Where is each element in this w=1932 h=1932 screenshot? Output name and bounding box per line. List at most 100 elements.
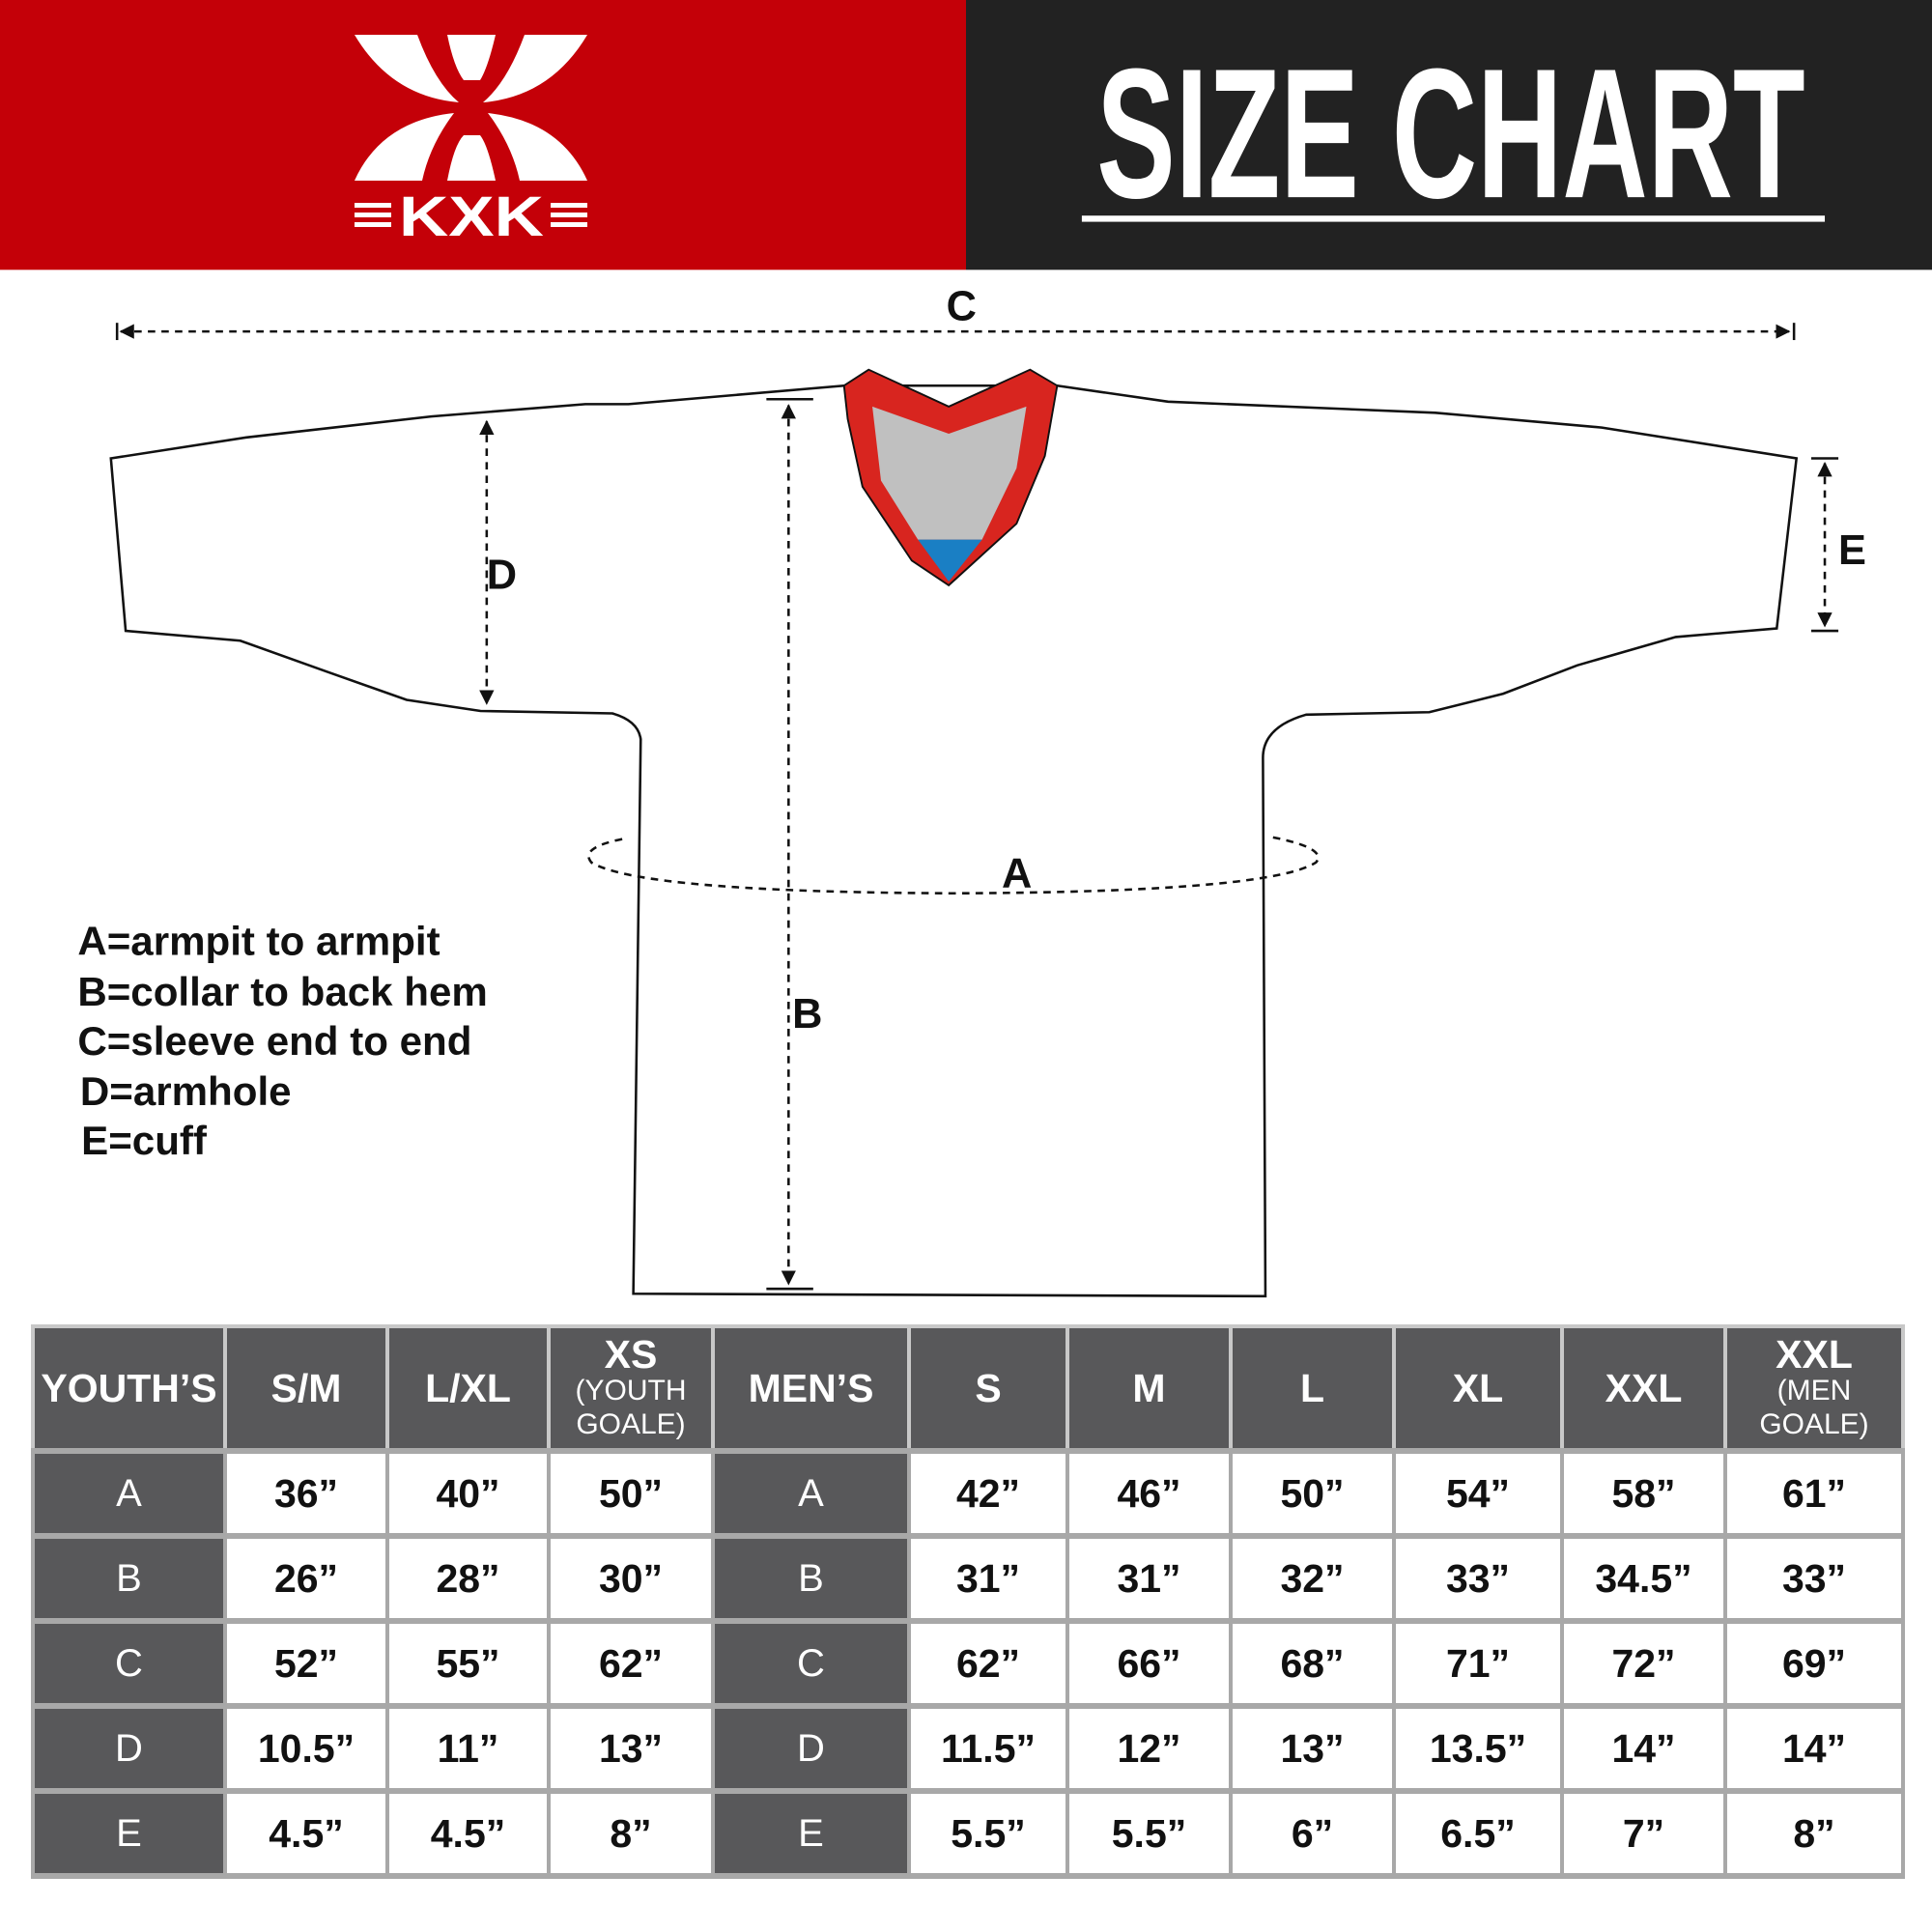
- column-header-label: L/XL: [425, 1365, 511, 1410]
- men-size-value: 8”: [1723, 1788, 1905, 1879]
- column-header-note: (YOUTH GOALE): [575, 1375, 687, 1440]
- men-size-value: 54”: [1392, 1448, 1564, 1539]
- column-header-note: (MEN GOALE): [1759, 1375, 1869, 1440]
- men-size-value: 33”: [1392, 1533, 1564, 1624]
- column-header: YOUTH’S: [31, 1324, 227, 1453]
- column-header: M: [1065, 1324, 1233, 1453]
- youth-size-value: 62”: [547, 1618, 715, 1709]
- page-title: SIZE CHART: [1096, 30, 1804, 237]
- youth-size-value: 4.5”: [223, 1788, 389, 1879]
- men-size-value: 33”: [1723, 1533, 1905, 1624]
- column-header-label: XXL: [1776, 1332, 1853, 1377]
- legend-item: B=collar to back hem: [77, 969, 487, 1014]
- collar: [842, 368, 1059, 587]
- dimension-label-a: A: [1002, 850, 1032, 896]
- youth-size-value: 30”: [547, 1533, 715, 1624]
- column-header-label: XL: [1452, 1365, 1504, 1410]
- logo-text: KXK: [399, 185, 544, 248]
- legend-item: D=armhole: [80, 1068, 292, 1114]
- column-header: XL: [1392, 1324, 1564, 1453]
- row-label: C: [31, 1618, 227, 1709]
- row-label: A: [31, 1448, 227, 1539]
- column-header: L/XL: [385, 1324, 551, 1453]
- dimension-label-c: C: [947, 284, 977, 330]
- title-underline: [1081, 215, 1826, 222]
- men-size-value: 71”: [1392, 1618, 1564, 1709]
- legend-item: A=armpit to armpit: [77, 919, 440, 964]
- men-size-value: 58”: [1560, 1448, 1727, 1539]
- men-size-value: 14”: [1723, 1703, 1905, 1794]
- dimension-label-b: B: [792, 991, 822, 1037]
- column-header-label: XS: [604, 1332, 658, 1377]
- men-size-value: 42”: [907, 1448, 1069, 1539]
- men-size-value: 34.5”: [1560, 1533, 1727, 1624]
- men-size-value: 31”: [907, 1533, 1069, 1624]
- row-label: D: [31, 1703, 227, 1794]
- row-label: B: [31, 1533, 227, 1624]
- row-label: E: [31, 1788, 227, 1879]
- men-size-value: 72”: [1560, 1618, 1727, 1709]
- men-size-value: 62”: [907, 1618, 1069, 1709]
- column-header: XXL (MEN GOALE): [1723, 1324, 1905, 1453]
- column-header: S/M: [223, 1324, 389, 1453]
- youth-size-value: 8”: [547, 1788, 715, 1879]
- men-size-value: 14”: [1560, 1703, 1727, 1794]
- column-header-label: XXL: [1605, 1365, 1683, 1410]
- youth-size-value: 10.5”: [223, 1703, 389, 1794]
- column-header: XXL: [1560, 1324, 1727, 1453]
- men-size-value: 7”: [1560, 1788, 1727, 1879]
- column-header-label: MEN’S: [748, 1365, 874, 1410]
- youth-size-value: 52”: [223, 1618, 389, 1709]
- men-size-value: 6.5”: [1392, 1788, 1564, 1879]
- youth-size-value: 26”: [223, 1533, 389, 1624]
- dimension-label-d: D: [487, 553, 517, 599]
- youth-size-value: 11”: [385, 1703, 551, 1794]
- men-size-value: 50”: [1229, 1448, 1396, 1539]
- column-header: L: [1229, 1324, 1396, 1453]
- kxk-logo: KXK: [355, 35, 587, 248]
- men-size-value: 46”: [1065, 1448, 1233, 1539]
- men-size-value: 31”: [1065, 1533, 1233, 1624]
- size-table: YOUTH’S S/M L/XL XS (YOUTH GOALE) MEN’S S M L XL X…: [31, 1324, 1905, 1879]
- men-size-value: 6”: [1229, 1788, 1396, 1879]
- youth-size-value: 4.5”: [385, 1788, 551, 1879]
- table-row: E 4.5” 4.5” 8” E 5.5” 5.5” 6” 6.5” 7” 8”: [31, 1788, 1905, 1879]
- youth-size-value: 50”: [547, 1448, 715, 1539]
- row-label: D: [711, 1703, 911, 1794]
- title-banner: [966, 0, 1932, 270]
- column-header-label: S/M: [270, 1365, 342, 1410]
- youth-size-value: 28”: [385, 1533, 551, 1624]
- men-size-value: 13.5”: [1392, 1703, 1564, 1794]
- men-size-value: 66”: [1065, 1618, 1233, 1709]
- column-header-label: M: [1132, 1365, 1166, 1410]
- row-label: C: [711, 1618, 911, 1709]
- youth-size-value: 55”: [385, 1618, 551, 1709]
- row-label: E: [711, 1788, 911, 1879]
- row-label: A: [711, 1448, 911, 1539]
- column-header: MEN’S: [711, 1324, 911, 1453]
- youth-size-value: 13”: [547, 1703, 715, 1794]
- column-header-label: YOUTH’S: [41, 1365, 217, 1410]
- column-header-label: L: [1299, 1365, 1325, 1410]
- row-label: B: [711, 1533, 911, 1624]
- table-row: C 52” 55” 62” C 62” 66” 68” 71” 72” 69”: [31, 1618, 1905, 1709]
- youth-size-value: 36”: [223, 1448, 389, 1539]
- men-size-value: 12”: [1065, 1703, 1233, 1794]
- jersey-outline: [109, 384, 1799, 1298]
- column-header: S: [907, 1324, 1069, 1453]
- men-size-value: 68”: [1229, 1618, 1396, 1709]
- men-size-value: 5.5”: [907, 1788, 1069, 1879]
- men-size-value: 13”: [1229, 1703, 1396, 1794]
- legend-item: E=cuff: [81, 1118, 208, 1163]
- men-size-value: 61”: [1723, 1448, 1905, 1539]
- men-size-value: 69”: [1723, 1618, 1905, 1709]
- table-row: B 26” 28” 30” B 31” 31” 32” 33” 34.5” 33”: [31, 1533, 1905, 1624]
- men-size-value: 32”: [1229, 1533, 1396, 1624]
- table-row: D 10.5” 11” 13” D 11.5” 12” 13” 13.5” 14” 14”: [31, 1703, 1905, 1794]
- legend-item: C=sleeve end to end: [77, 1018, 471, 1064]
- dimension-label-e: E: [1838, 527, 1866, 574]
- dimension-lines: [115, 323, 1839, 1291]
- column-header: XS (YOUTH GOALE): [547, 1324, 715, 1453]
- legend: A=armpit to armpit B=collar to back hem …: [77, 919, 487, 1164]
